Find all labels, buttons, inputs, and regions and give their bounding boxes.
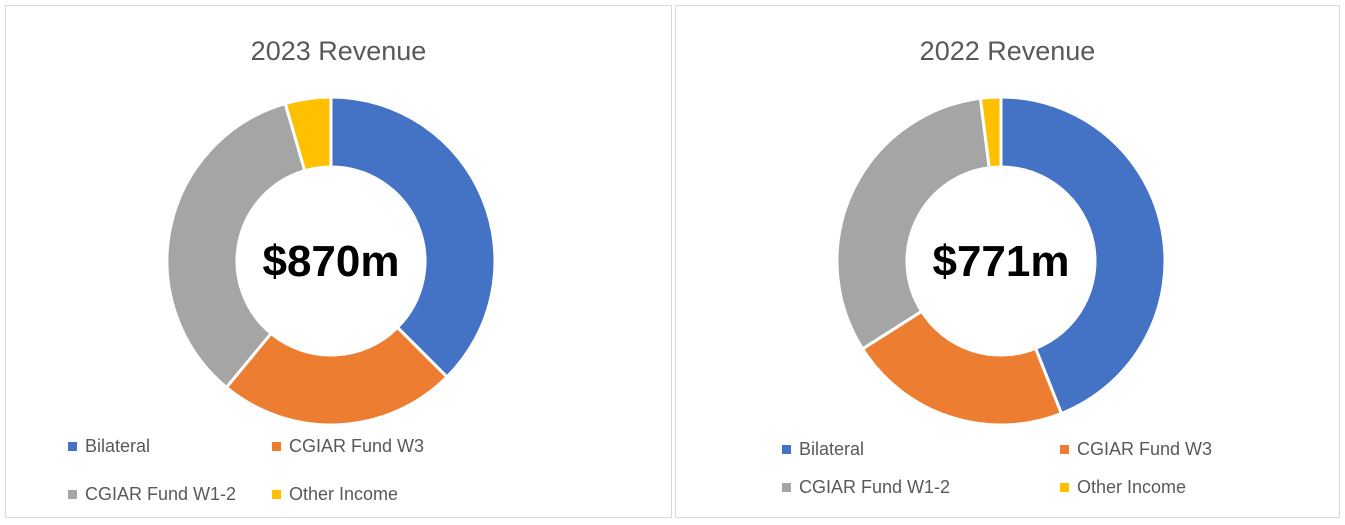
legend-swatch (68, 490, 77, 499)
legend-item-bilateral: Bilateral (782, 439, 864, 460)
center-total-label: $771m (932, 237, 1069, 286)
legend-item-other-income: Other Income (272, 484, 398, 505)
center-total-label: $870m (262, 237, 399, 286)
legend-item-cgiar-fund-w3: CGIAR Fund W3 (272, 436, 424, 457)
legend-swatch (782, 483, 791, 492)
donut-slice-cgiar-fund-w3 (224, 325, 450, 427)
donut-slice-other-income (978, 95, 1003, 170)
chart-legend: Bilateral CGIAR Fund W3 CGIAR Fund W1-2 Oth… (676, 439, 1339, 519)
legend-swatch (1060, 483, 1069, 492)
legend-item-bilateral: Bilateral (68, 436, 150, 457)
chart-legend: Bilateral CGIAR Fund W3 CGIAR Fund W1-2 Oth… (6, 436, 671, 516)
chart-panel-2022: 2022 Revenue $771m Bilateral CGIAR Fund W… (675, 5, 1340, 518)
legend-label: Other Income (1077, 477, 1187, 497)
chart-panel-2023: 2023 Revenue $870m Bilateral CGIAR Fund W… (5, 5, 672, 518)
legend-swatch (1060, 445, 1069, 454)
legend-swatch (272, 490, 281, 499)
legend-swatch (782, 445, 791, 454)
legend-label: CGIAR Fund W1-2 (799, 477, 951, 497)
chart-title: 2023 Revenue (250, 36, 427, 66)
legend-label: CGIAR Fund W1-2 (85, 484, 237, 504)
donut-slice-other-income (283, 95, 333, 173)
legend-swatch (272, 442, 281, 451)
legend-item-cgiar-fund-w1-2: CGIAR Fund W1-2 (782, 477, 950, 498)
donut-slice-cgiar-fund-w1-2 (165, 101, 307, 390)
chart-title: 2022 Revenue (919, 36, 1096, 66)
legend-item-cgiar-fund-w3: CGIAR Fund W3 (1060, 439, 1212, 460)
legend-item-other-income: Other Income (1060, 477, 1186, 498)
donut-slice-cgiar-fund-w3 (860, 309, 1064, 427)
legend-label: CGIAR Fund W3 (289, 436, 425, 456)
donut-chart-2023: $870m (165, 95, 497, 427)
legend-label: CGIAR Fund W3 (1077, 439, 1213, 459)
donut-slice-bilateral (329, 95, 497, 380)
donut-slice-cgiar-fund-w1-2 (835, 96, 991, 351)
legend-label: Bilateral (799, 439, 865, 459)
donut-slice-bilateral (999, 95, 1167, 416)
legend-label: Other Income (289, 484, 399, 504)
legend-swatch (68, 442, 77, 451)
legend-label: Bilateral (85, 436, 151, 456)
legend-item-cgiar-fund-w1-2: CGIAR Fund W1-2 (68, 484, 236, 505)
donut-chart-2022: $771m (835, 95, 1167, 427)
